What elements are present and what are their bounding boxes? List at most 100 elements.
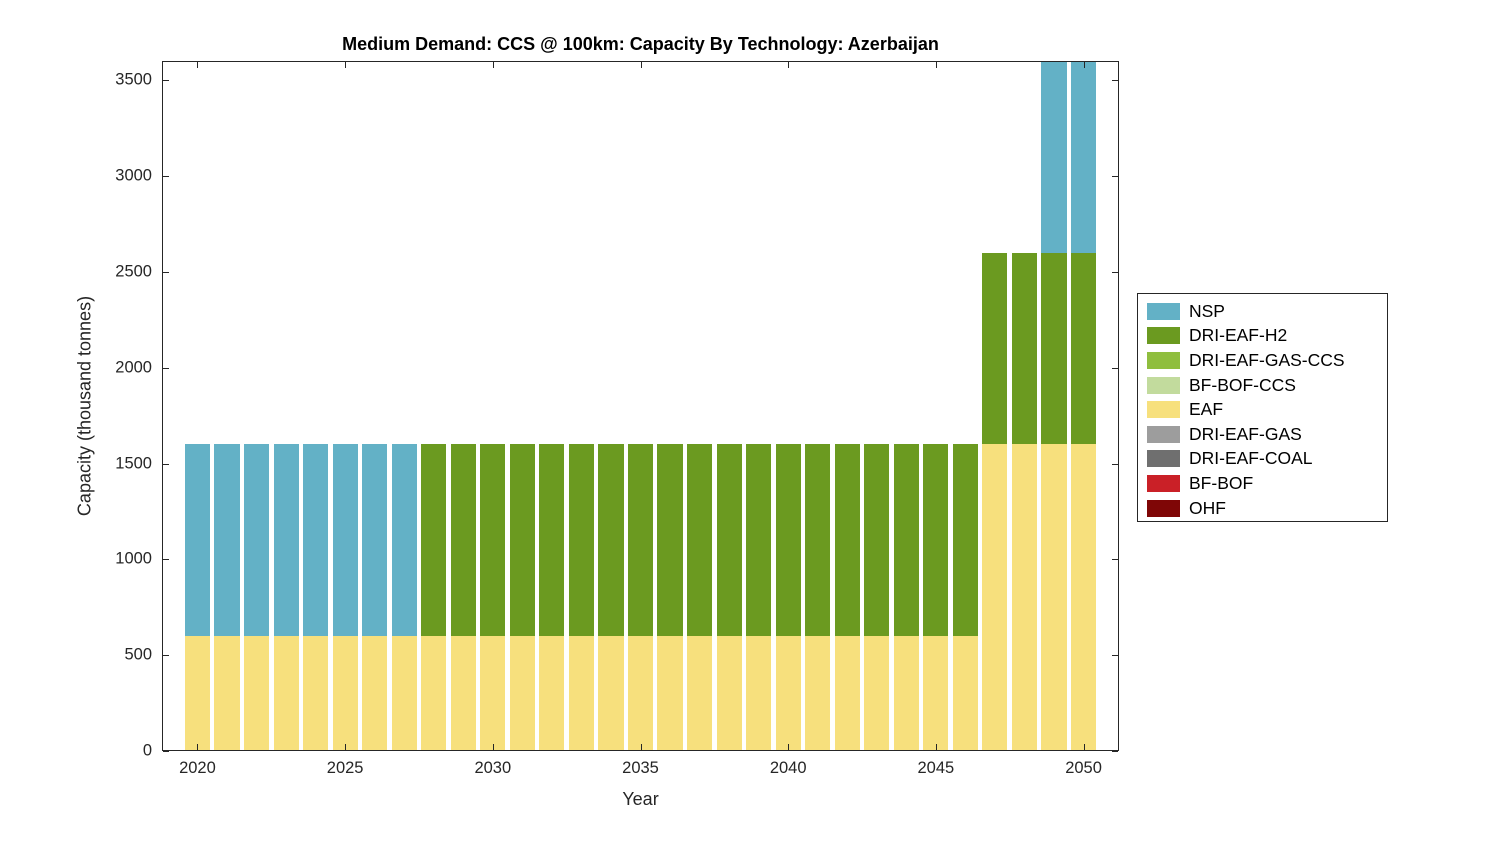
- bar-segment-NSP-2050: [1071, 61, 1097, 253]
- chart-title: Medium Demand: CCS @ 100km: Capacity By …: [342, 34, 939, 54]
- bar-segment-EAF-2024: [303, 636, 329, 751]
- x-tick-mark-top: [640, 62, 642, 68]
- y-tick-mark-right: [1112, 367, 1118, 369]
- y-tick-mark: [163, 655, 169, 657]
- bar-segment-EAF-2037: [687, 636, 713, 751]
- x-tick-label: 2045: [917, 759, 955, 777]
- y-tick-label: 1000: [115, 549, 152, 568]
- legend-swatch: [1147, 474, 1180, 492]
- legend-label: DRI-EAF-GAS: [1189, 423, 1302, 444]
- bar-segment-DRI-EAF-H2-2040: [775, 444, 801, 636]
- legend-label: EAF: [1189, 399, 1224, 420]
- legend-swatch: [1147, 376, 1180, 394]
- bar-segment-EAF-2044: [893, 636, 919, 751]
- x-tick-mark-top: [345, 62, 347, 68]
- bar-segment-EAF-2039: [746, 636, 772, 751]
- legend-item-DRI-EAF-H2: DRI-EAF-H2: [1138, 324, 1387, 349]
- bar-segment-EAF-2034: [598, 636, 624, 751]
- legend-label: BF-BOF: [1189, 472, 1254, 493]
- y-tick-label: 3000: [115, 166, 152, 185]
- legend-swatch: [1147, 499, 1180, 517]
- bar-segment-DRI-EAF-H2-2029: [450, 444, 476, 636]
- bar-segment-DRI-EAF-H2-2046: [952, 444, 978, 636]
- x-tick-mark: [935, 744, 937, 750]
- bar-segment-NSP-2049: [1041, 61, 1067, 253]
- bar-segment-DRI-EAF-H2-2036: [657, 444, 683, 636]
- bar-segment-EAF-2028: [421, 636, 447, 751]
- x-tick-mark-top: [788, 62, 790, 68]
- bar-segment-EAF-2036: [657, 636, 683, 751]
- legend-item-DRI-EAF-COAL: DRI-EAF-COAL: [1138, 447, 1387, 472]
- bar-segment-EAF-2033: [568, 636, 594, 751]
- legend-item-NSP: NSP: [1138, 299, 1387, 324]
- bar-segment-DRI-EAF-H2-2034: [598, 444, 624, 636]
- y-tick-mark: [163, 176, 169, 177]
- bar-segment-EAF-2035: [627, 636, 654, 751]
- bar-segment-EAF-2022: [243, 636, 270, 751]
- bar-segment-NSP-2020: [184, 444, 210, 636]
- bar-segment-EAF-2040: [775, 636, 801, 751]
- bar-segment-EAF-2041: [805, 636, 831, 751]
- legend-label: DRI-EAF-COAL: [1189, 448, 1313, 469]
- y-tick-label: 2000: [115, 358, 152, 377]
- bar-segment-DRI-EAF-H2-2048: [1011, 252, 1038, 445]
- legend-label: NSP: [1189, 300, 1225, 321]
- bar-segment-EAF-2048: [1011, 444, 1038, 751]
- bar-segment-DRI-EAF-H2-2028: [421, 444, 447, 636]
- x-axis-label: Year: [622, 789, 659, 809]
- bar-segment-EAF-2038: [716, 636, 742, 751]
- x-tick-mark: [197, 744, 199, 750]
- bar-segment-DRI-EAF-H2-2031: [509, 444, 535, 636]
- y-tick-label: 3500: [115, 70, 152, 89]
- bar-segment-EAF-2025: [332, 636, 358, 751]
- bar-segment-EAF-2046: [952, 636, 978, 751]
- y-tick-label: 0: [142, 741, 152, 760]
- x-tick-mark: [1083, 744, 1085, 750]
- bar-segment-DRI-EAF-H2-2050: [1071, 252, 1097, 445]
- bar-segment-EAF-2031: [509, 636, 535, 751]
- y-tick-mark-right: [1112, 463, 1118, 465]
- legend-item-DRI-EAF-GAS-CCS: DRI-EAF-GAS-CCS: [1138, 348, 1387, 373]
- bar-segment-EAF-2027: [391, 636, 417, 751]
- y-tick-label: 1500: [115, 454, 152, 472]
- bar-segment-DRI-EAF-H2-2044: [893, 444, 919, 636]
- y-tick-mark: [163, 367, 169, 369]
- x-tick-label: 2025: [326, 759, 364, 777]
- legend: NSP DRI-EAF-H2 DRI-EAF-GAS-CCS BF-BOF-CCS EA…: [1137, 293, 1388, 522]
- bar-segment-DRI-EAF-H2-2035: [627, 444, 654, 636]
- legend-swatch: [1147, 401, 1180, 419]
- legend-label: DRI-EAF-GAS-CCS: [1189, 349, 1345, 370]
- bar-segment-EAF-2032: [539, 636, 565, 751]
- x-tick-mark: [640, 744, 642, 750]
- x-tick-label: 2020: [179, 759, 216, 777]
- legend-label: OHF: [1189, 497, 1226, 518]
- y-tick-label: 500: [124, 645, 152, 664]
- bar-segment-DRI-EAF-H2-2041: [805, 444, 831, 636]
- y-tick-mark: [163, 751, 169, 752]
- bar-segment-EAF-2021: [214, 636, 240, 751]
- bar-segment-DRI-EAF-H2-2049: [1041, 252, 1067, 445]
- x-tick-label: 2030: [474, 759, 512, 777]
- bar-segment-EAF-2047: [982, 444, 1008, 751]
- legend-item-BF-BOF-CCS: BF-BOF-CCS: [1138, 373, 1387, 398]
- bar-segment-DRI-EAF-H2-2039: [746, 444, 772, 636]
- x-tick-mark-top: [197, 62, 199, 68]
- bar-segment-DRI-EAF-H2-2042: [834, 444, 860, 636]
- bar-segment-NSP-2026: [362, 444, 388, 636]
- bar-segment-EAF-2049: [1041, 444, 1067, 751]
- bar-segment-EAF-2045: [923, 636, 949, 751]
- bar-segment-EAF-2023: [273, 636, 299, 751]
- legend-item-EAF: EAF: [1138, 397, 1387, 422]
- bar-segment-DRI-EAF-H2-2033: [568, 444, 594, 636]
- y-tick-mark-right: [1112, 176, 1118, 177]
- bar-segment-DRI-EAF-H2-2037: [687, 444, 713, 636]
- legend-label: DRI-EAF-H2: [1189, 325, 1288, 346]
- x-tick-label: 2035: [622, 759, 659, 777]
- bar-segment-NSP-2025: [332, 444, 358, 636]
- legend-swatch: [1147, 327, 1180, 345]
- y-tick-mark: [163, 271, 169, 273]
- bar-segment-DRI-EAF-H2-2047: [982, 252, 1008, 445]
- x-tick-mark-top: [1083, 62, 1085, 68]
- bar-segment-NSP-2024: [303, 444, 329, 636]
